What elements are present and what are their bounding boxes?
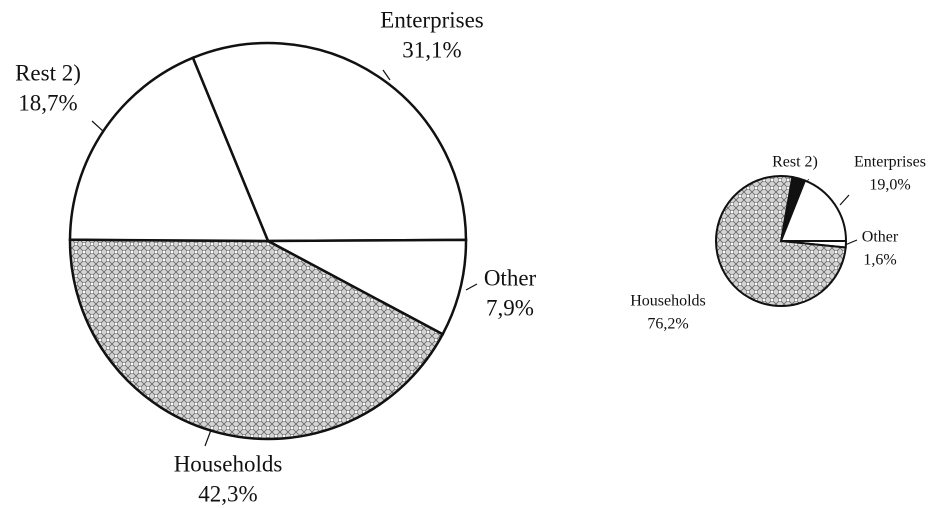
slice-value-label: 31,1% — [402, 37, 461, 62]
slice-label: Households — [630, 293, 706, 310]
leader-line — [204, 429, 212, 447]
slice-value-label: 1,6% — [863, 252, 896, 269]
slice-value-label: 7,9% — [486, 295, 534, 320]
pie-slice — [68, 56, 270, 243]
leader-line — [91, 120, 105, 133]
slice-value-label: 76,2% — [647, 316, 688, 333]
pie-slice — [267, 238, 468, 336]
leader-line — [839, 194, 850, 206]
pie-slice — [779, 179, 848, 243]
slice-label: Rest 2) — [15, 60, 81, 85]
slice-value-label: 18,7% — [18, 90, 77, 115]
slice-label: Enterprises — [380, 7, 484, 32]
pie-slice — [191, 41, 468, 243]
slice-label: Households — [174, 451, 283, 476]
slice-label: Rest 2) — [772, 154, 818, 171]
slice-label: Other — [862, 229, 899, 246]
pie-slice — [68, 238, 445, 441]
leader-line — [382, 69, 391, 81]
leader-line — [465, 283, 478, 291]
slice-label: Other — [484, 265, 537, 290]
slice-label: Enterprises — [854, 154, 926, 171]
slice-value-label: 19,0% — [869, 177, 910, 194]
leader-line — [844, 239, 858, 246]
slice-value-label: 42,3% — [198, 481, 257, 506]
pie-slice — [715, 175, 847, 307]
